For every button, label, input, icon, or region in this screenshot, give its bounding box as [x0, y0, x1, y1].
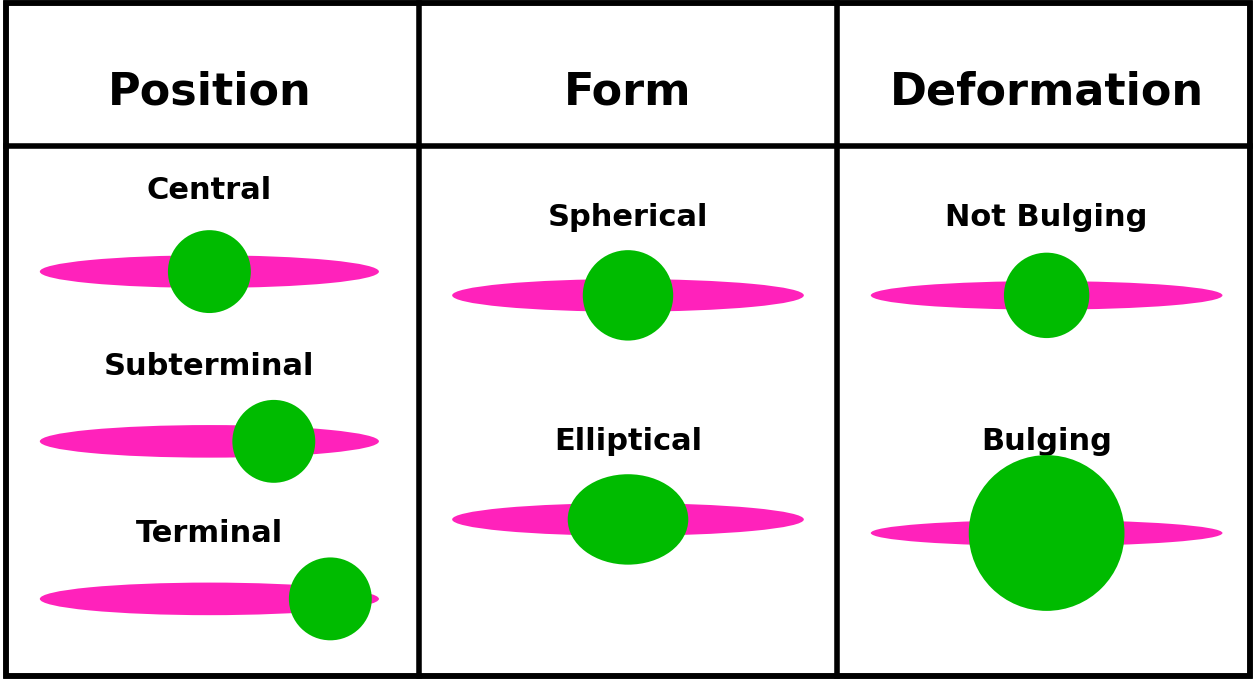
Ellipse shape — [289, 557, 372, 640]
Text: Terminal: Terminal — [136, 519, 283, 547]
Text: Form: Form — [564, 70, 692, 113]
Ellipse shape — [40, 425, 379, 458]
Text: Not Bulging: Not Bulging — [946, 203, 1148, 232]
Ellipse shape — [232, 400, 315, 483]
Ellipse shape — [568, 474, 688, 565]
Ellipse shape — [1004, 253, 1089, 338]
Ellipse shape — [452, 279, 804, 312]
Text: Elliptical: Elliptical — [554, 427, 702, 456]
Text: Bulging: Bulging — [981, 427, 1112, 456]
Text: Position: Position — [108, 70, 311, 113]
Text: Spherical: Spherical — [548, 203, 708, 232]
Ellipse shape — [168, 230, 251, 313]
Text: Subterminal: Subterminal — [104, 352, 314, 381]
Ellipse shape — [452, 503, 804, 536]
Ellipse shape — [870, 520, 1222, 546]
Ellipse shape — [583, 250, 673, 341]
Ellipse shape — [870, 281, 1222, 310]
Ellipse shape — [40, 255, 379, 288]
Text: Deformation: Deformation — [889, 70, 1203, 113]
Ellipse shape — [40, 583, 379, 615]
Text: Central: Central — [147, 176, 273, 204]
Ellipse shape — [968, 455, 1124, 611]
